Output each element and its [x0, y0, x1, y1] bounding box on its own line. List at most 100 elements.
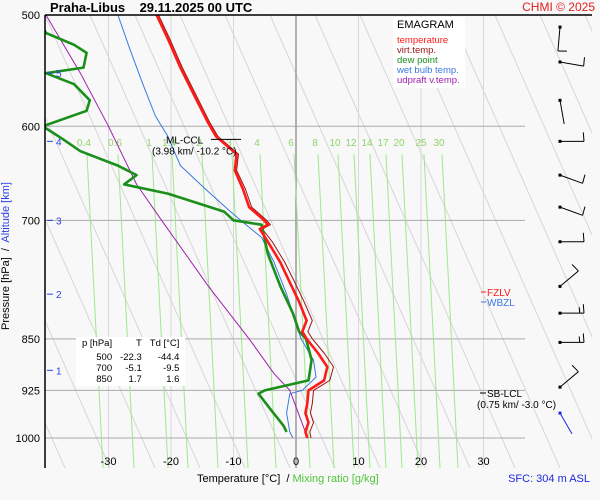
fzlv-label: FZLV: [487, 288, 511, 299]
table-cell: 700: [96, 363, 113, 374]
table-row: 850 1.7 1.6: [78, 374, 183, 385]
dry-adiabat: [45, 15, 246, 468]
mixing-ratio-label: 10: [329, 138, 341, 149]
wind-barb-staff: [559, 371, 579, 388]
table-header-t: T: [135, 338, 142, 349]
legend-title: EMAGRAM: [397, 19, 454, 31]
table-cell: -44.4: [157, 352, 180, 363]
wind-barb-flag: [571, 264, 579, 272]
x-axis-label-temperature: Temperature [°C] /: [197, 473, 293, 485]
legend-item-temperature: temperature: [397, 35, 449, 46]
temperature-tick-label: 10: [352, 456, 364, 468]
y-axis-label: Pressure [hPa] / Altitude [km]: [0, 182, 12, 330]
table-cell: 500: [96, 352, 113, 363]
wind-barb-flag: [582, 132, 585, 142]
dry-adiabat: [224, 15, 426, 468]
wind-barb: [558, 232, 585, 244]
mixing-ratio-line: [117, 154, 135, 468]
legend-item-updraft: udpraft v.temp.: [397, 75, 460, 86]
series-line-wet-bulb-temp: [117, 15, 317, 439]
legend-item-wet-bulb: wet bulb temp.: [397, 65, 459, 76]
mixing-ratio-line: [201, 154, 219, 468]
pressure-tick-label: 850: [22, 334, 40, 346]
wind-barb-staff: [559, 412, 573, 435]
temperature-tick-label: -20: [163, 456, 179, 468]
wbzl-label: WBZL: [487, 298, 515, 309]
series-line-udpraft-v-temp: [45, 15, 306, 433]
wind-barb-staff: [559, 206, 583, 216]
mixing-ratio-label: 0.6: [108, 138, 122, 149]
wind-barb-flag: [571, 364, 579, 373]
pressure-tick-label: 1000: [16, 433, 40, 445]
dry-adiabat: [359, 15, 561, 468]
dry-adiabat: [539, 15, 592, 135]
mixing-ratio-label: 0.4: [77, 138, 91, 149]
series-line-virt-temp: [158, 15, 334, 439]
table-row: 500 -22.3 -44.4: [78, 352, 183, 363]
table-cell: 850: [96, 374, 113, 385]
temperature-tick-label: 0: [293, 456, 299, 468]
altitude-tick-label: 4: [56, 137, 62, 148]
pressure-tick-label: 600: [22, 121, 40, 133]
altitude-tick-label: 5: [56, 69, 62, 80]
mixing-ratio-label: 4: [254, 138, 260, 149]
wind-barb: [558, 304, 585, 315]
altitude-tick-label: 3: [56, 216, 62, 227]
wind-barb-flag: [582, 333, 585, 343]
summary-table: p [hPa] T Td [°C] 500 -22.3 -44.4 700 -5…: [76, 337, 186, 386]
mixing-ratio-line: [337, 154, 355, 468]
temperature-tick-label: -30: [101, 456, 117, 468]
table-cell: -5.1: [125, 363, 142, 374]
mixing-ratio-label: 14: [361, 138, 373, 149]
wind-barb-flag: [583, 57, 585, 67]
wind-barb-flag: [582, 174, 586, 184]
mixing-ratio-line: [441, 154, 459, 468]
wind-barb-flag: [582, 232, 585, 242]
table-header-p: p [hPa]: [82, 338, 113, 349]
pressure-tick-label: 925: [22, 385, 40, 397]
temperature-tick-label: 30: [477, 456, 489, 468]
mixing-ratio-label: 8: [312, 138, 318, 149]
table-cell: 1.7: [128, 374, 142, 385]
copyright: CHMI © 2025: [522, 0, 595, 14]
station-name: Praha-Libus: [50, 0, 126, 15]
wind-barb: [558, 57, 585, 67]
legend: EMAGRAM temperature virt.temp. dew point…: [393, 17, 465, 88]
mixing-ratio-label: 17: [377, 138, 389, 149]
dry-adiabat: [89, 15, 291, 468]
dry-adiabat: [584, 15, 592, 33]
series-line-dew-point: [45, 28, 313, 433]
mixing-ratio-label: 2: [196, 138, 202, 149]
dry-adiabat: [179, 15, 381, 468]
wind-barb-staff: [557, 27, 561, 52]
wind-barb: [558, 411, 573, 435]
pressure-tick-label: 500: [22, 10, 40, 22]
sb-lcl-label: SB-LCL: [487, 389, 522, 400]
wind-barb: [558, 264, 579, 288]
mixing-ratio-label: 25: [415, 138, 427, 149]
wind-barb-flag: [582, 304, 585, 314]
x-axis-label-mixing: Mixing ratio [g/kg]: [292, 473, 379, 485]
wind-barb: [558, 364, 579, 389]
mixing-ratio-line: [259, 154, 277, 468]
mixing-ratio-label: 6: [288, 138, 294, 149]
mixing-ratio-label: 1: [146, 138, 152, 149]
mixing-ratio-label: 30: [433, 138, 445, 149]
dry-adiabat: [269, 15, 471, 468]
wind-barb: [558, 173, 586, 184]
wind-barb-staff: [559, 270, 579, 287]
wind-barb: [558, 98, 565, 125]
mixing-ratio-label: 3: [226, 138, 232, 149]
mixing-ratio-line: [369, 154, 387, 468]
table-header-td: Td [°C]: [149, 338, 180, 349]
legend-item-dew-point: dew point: [397, 55, 438, 66]
mixing-ratio-line: [231, 154, 249, 468]
mixing-ratio-line: [317, 154, 335, 468]
table-cell: -9.5: [163, 363, 180, 374]
dry-adiabat: [45, 217, 156, 468]
table-cell: -22.3: [120, 352, 142, 363]
wind-barb: [558, 132, 585, 143]
mixing-ratio-line: [385, 154, 403, 468]
mixing-ratio-label: 20: [393, 138, 405, 149]
